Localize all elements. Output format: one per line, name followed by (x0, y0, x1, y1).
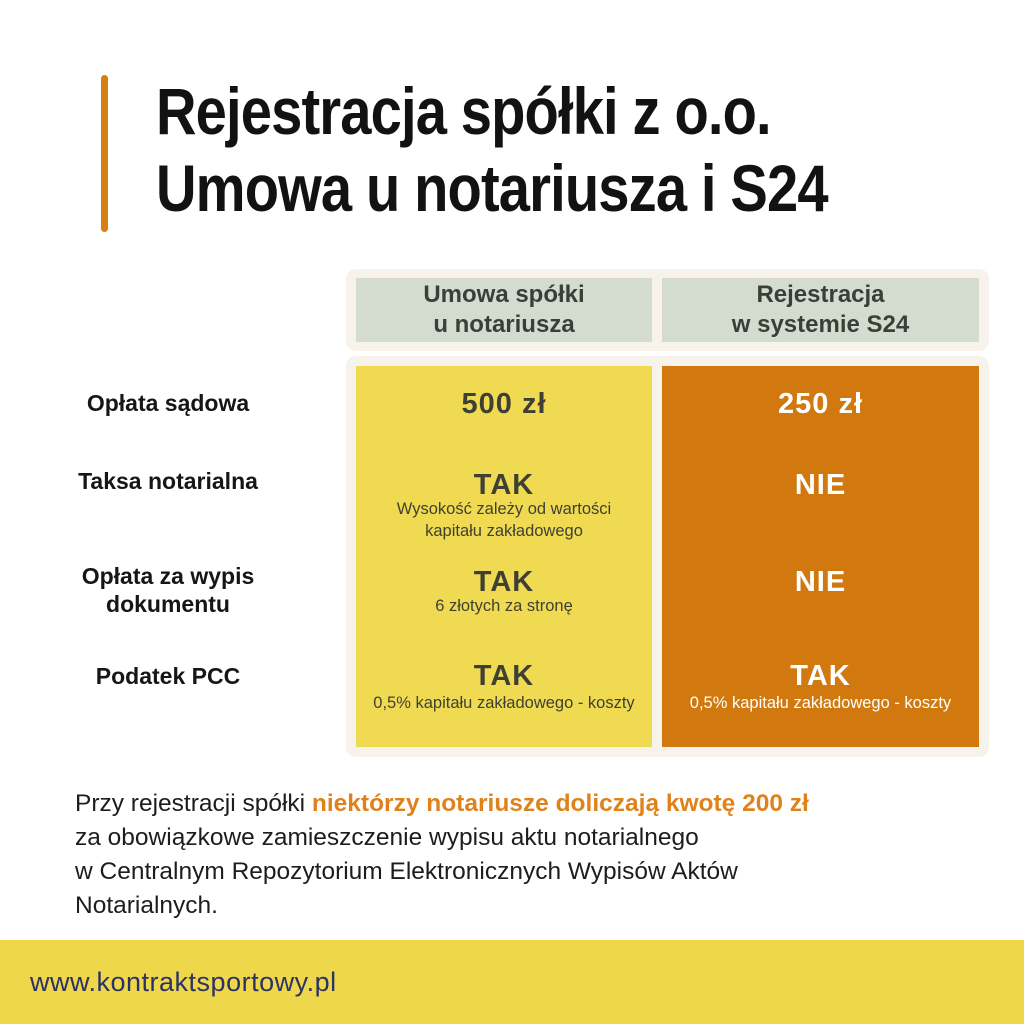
s24-pcc-note: 0,5% kapitału zakładowego - koszty (689, 694, 952, 712)
notary-copy-fee-value: TAK (473, 566, 535, 598)
table-header-s24: Rejestracja w systemie S24 (662, 278, 979, 342)
s24-court-fee-value: 250 zł (778, 388, 863, 420)
note-line-4: Notarialnych. (75, 892, 218, 919)
s24-pcc-value: TAK (790, 660, 851, 692)
s24-notary-fee-value: NIE (794, 469, 847, 501)
row-label-notary-fee: Taksa notarialna (78, 468, 258, 494)
note-line-1-prefix: Przy rejestracji spółki (75, 790, 312, 817)
note-line-3: w Centralnym Repozytorium Elektronicznyc… (75, 858, 738, 885)
table-header-notary: Umowa spółki u notariusza (356, 278, 652, 342)
title-line-2: Umowa u notariusza i S24 (156, 151, 829, 225)
notary-notary-fee-value: TAK (473, 469, 535, 501)
row-label-pcc-tax: Podatek PCC (95, 663, 241, 689)
note-line-1: Przy rejestracji spółki niektórzy notari… (75, 787, 809, 821)
title-line-1: Rejestracja spółki z o.o. (156, 74, 772, 148)
table-header-row: Umowa spółki u notariusza Rejestracja w … (346, 269, 989, 351)
notary-pcc-value: TAK (473, 660, 535, 692)
notary-notary-fee-note: Wysokość zależy od wartości kapitału zak… (396, 500, 612, 540)
notary-court-fee-value: 500 zł (461, 388, 547, 420)
footer-bar: www.kontraktsportowy.pl (0, 940, 1024, 1024)
comparison-table-body: 500 zł TAK Wysokość zależy od wartości k… (346, 356, 989, 757)
notary-copy-fee-note: 6 złotych za stronę (435, 597, 573, 615)
title-accent-bar (101, 75, 108, 232)
notary-column: 500 zł TAK Wysokość zależy od wartości k… (356, 366, 652, 747)
s24-copy-fee-value: NIE (794, 566, 847, 598)
footer-url: www.kontraktsportowy.pl (30, 966, 337, 997)
s24-column: 250 zł NIE NIE TAK 0,5% kapitału zakłado… (662, 366, 979, 747)
note-highlight: niektórzy notariusze doliczają kwotę 200… (311, 790, 809, 817)
notary-pcc-note: 0,5% kapitału zakładowego - koszty (373, 694, 635, 712)
row-label-copy-fee: Opłata za wypis dokumentu (81, 563, 255, 617)
row-label-court-fee: Opłata sądowa (86, 390, 250, 416)
note-paragraph: Przy rejestracji spółki niektórzy notari… (75, 787, 809, 923)
page-title: Rejestracja spółki z o.o. Umowa u notari… (156, 73, 829, 227)
note-line-2: za obowiązkowe zamieszczenie wypisu aktu… (75, 824, 699, 851)
